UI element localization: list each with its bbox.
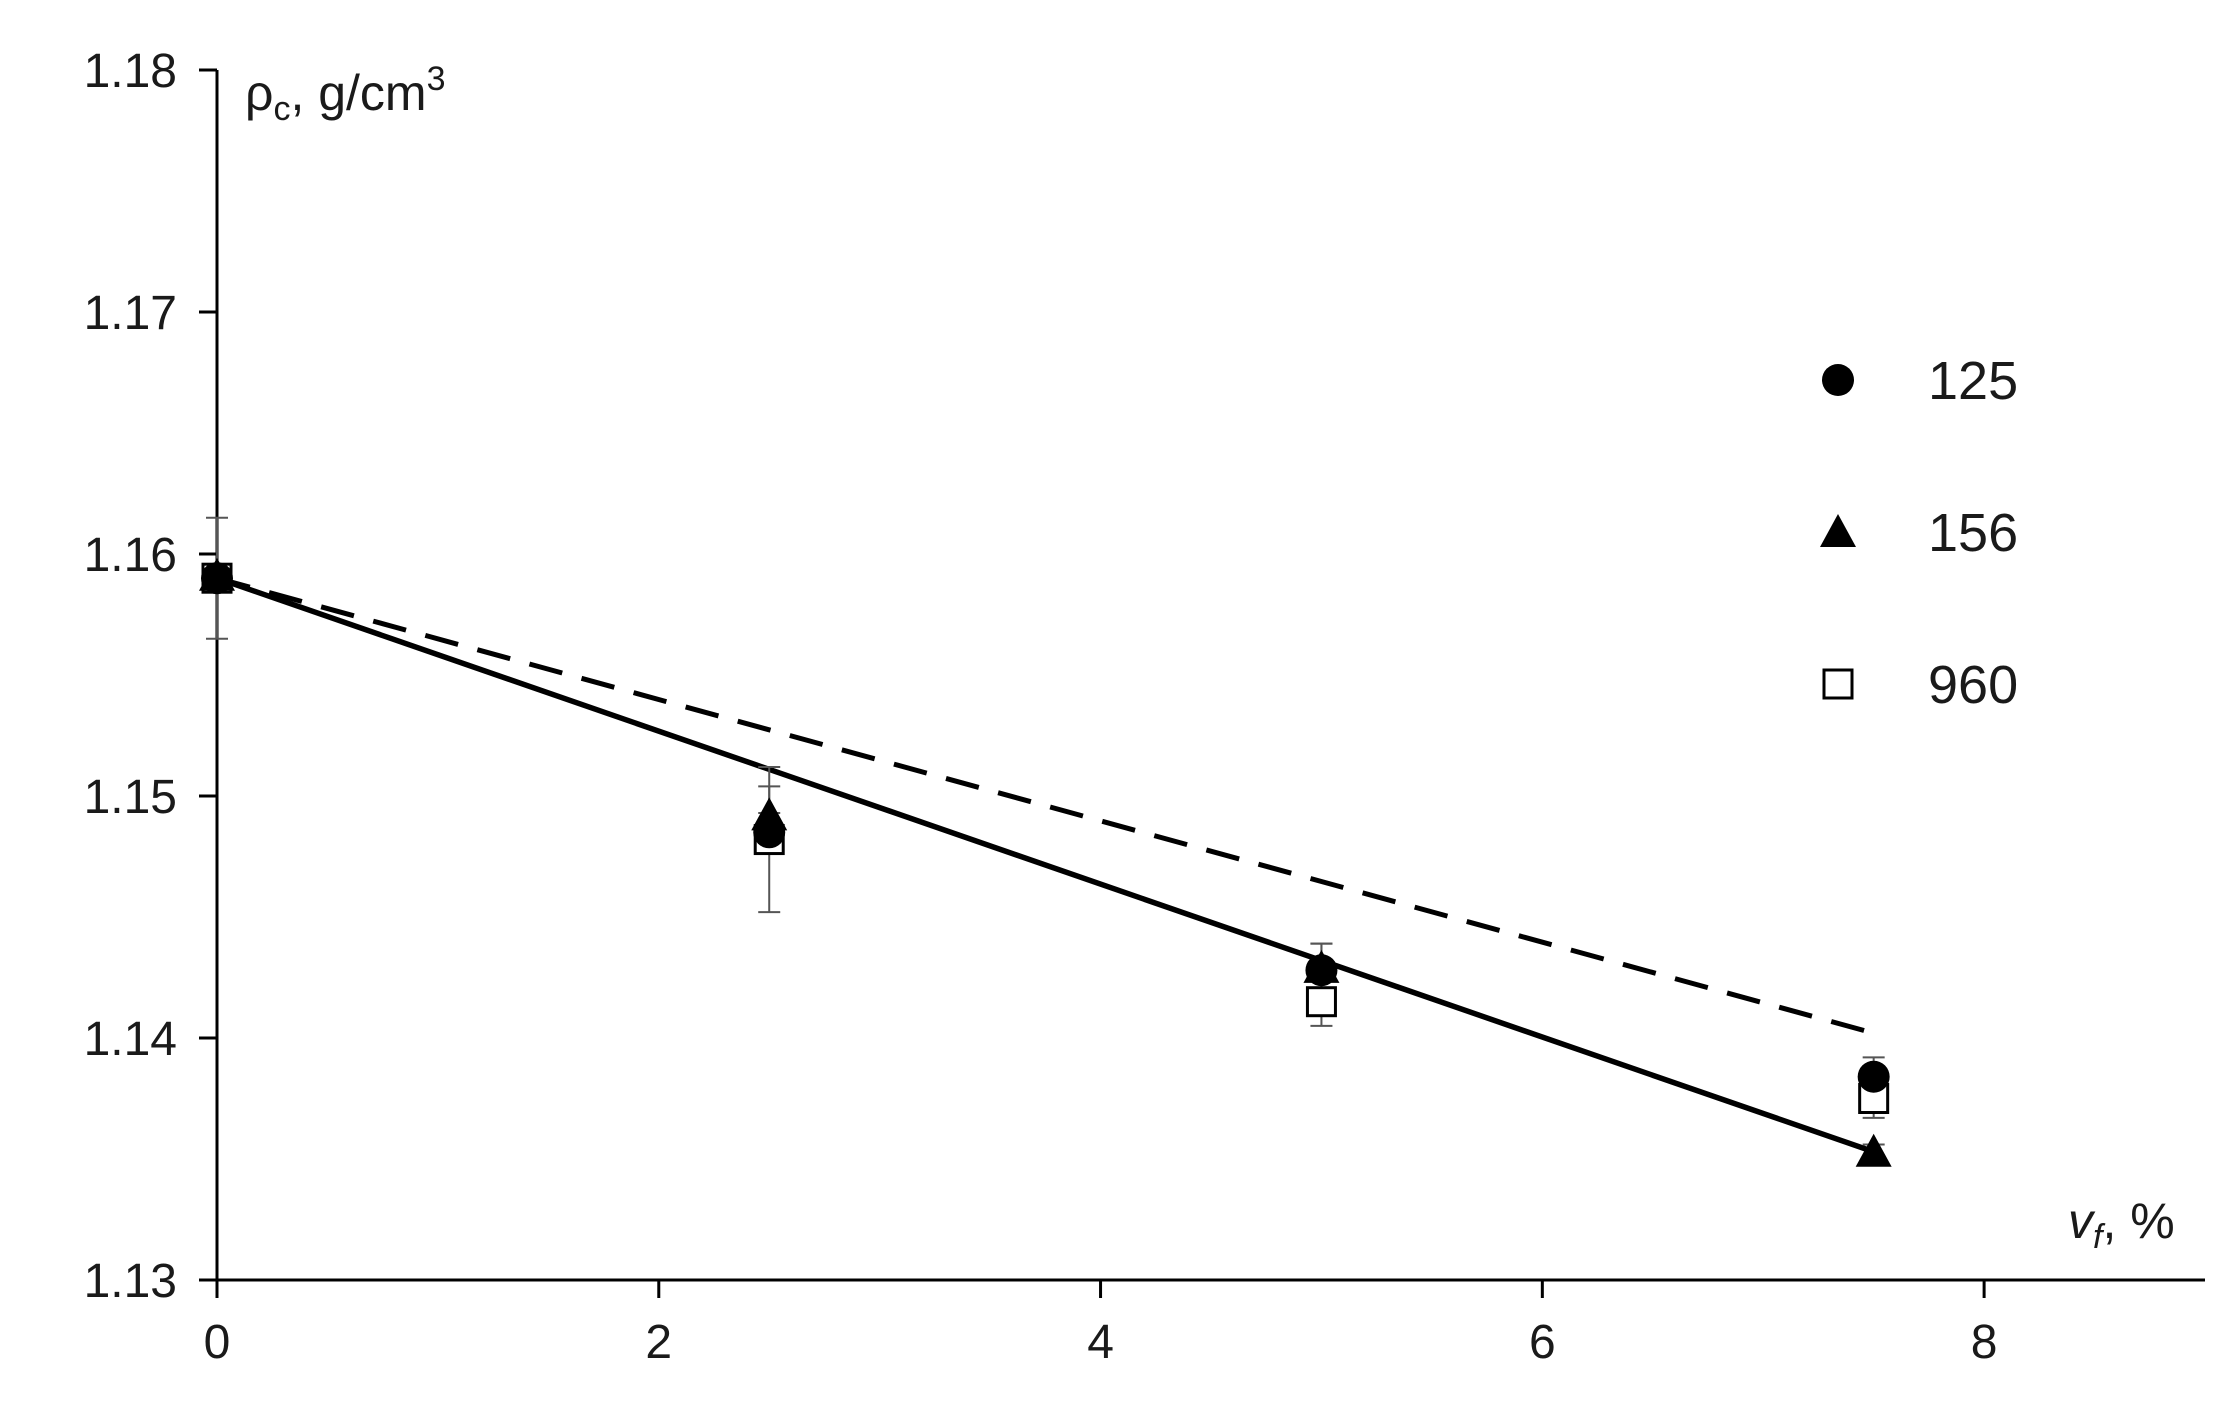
x-tick-label: 8 [1971, 1316, 1998, 1369]
y-tick-label: 1.15 [84, 771, 177, 824]
data-point-125 [753, 816, 786, 849]
data-point-125 [1857, 1060, 1890, 1093]
y-axis-title-subscript: c [273, 90, 290, 128]
data-point-960 [1305, 986, 1337, 1018]
solid-fit-line [216, 575, 1875, 1155]
legend-label-125: 125 [1928, 351, 2018, 411]
x-tick-label: 4 [1087, 1316, 1114, 1369]
x-axis-title-rest: , % [2102, 1193, 2174, 1249]
legend-marker-156 [1820, 514, 1856, 547]
y-tick-label: 1.16 [84, 529, 177, 582]
x-axis-title: vf, % [2068, 1193, 2175, 1256]
data-point-125 [201, 562, 233, 595]
legend-marker-125 [1822, 364, 1854, 396]
y-tick-label: 1.14 [84, 1013, 177, 1066]
legend-label-960: 960 [1928, 655, 2018, 715]
legend: 125 156 960 [1820, 351, 2018, 715]
y-tick-label: 1.17 [84, 287, 177, 340]
legend-marker-960 [1822, 668, 1854, 700]
y-axis-title-superscript: 3 [427, 60, 446, 98]
fit-lines [216, 575, 1875, 1155]
data-point-156 [1855, 1133, 1892, 1167]
y-axis-title: ρc, g/cm3 [245, 60, 446, 128]
x-tick-label: 0 [204, 1316, 231, 1369]
error-bars [206, 516, 1885, 1160]
x-tick-label: 6 [1529, 1316, 1556, 1369]
y-tick-label: 1.18 [84, 45, 177, 98]
y-axis-title-rest: , g/cm [290, 65, 426, 121]
axes: 0 2 4 6 8 1.13 1.14 1.15 1.16 1.17 1.18 [84, 45, 2205, 1369]
x-axis-title-base: v [2068, 1193, 2096, 1249]
data-point-125 [1305, 954, 1338, 987]
x-tick-label: 2 [645, 1316, 672, 1369]
y-axis-title-base: ρ [245, 65, 273, 121]
data-markers [199, 557, 1892, 1167]
y-tick-label: 1.13 [84, 1255, 177, 1308]
legend-label-156: 156 [1928, 503, 2018, 563]
dashed-fit-line [216, 575, 1875, 1036]
